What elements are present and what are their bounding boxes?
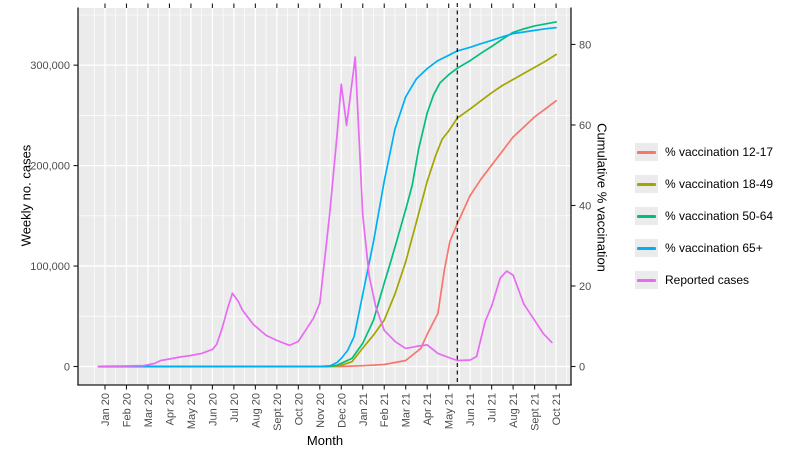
x-tick-label: Jun 20 <box>207 393 219 426</box>
series-line-5 <box>97 56 553 368</box>
legend-label: % vaccination 50-64 <box>665 209 774 223</box>
series-line-1 <box>97 99 557 368</box>
legend-label: Reported cases <box>665 273 750 287</box>
y-tick-label-right: 60 <box>579 120 591 132</box>
x-axis-title: Month <box>306 433 344 448</box>
x-tick-label: May 20 <box>186 393 198 429</box>
x-tick-label: Nov 20 <box>315 393 327 428</box>
legend-item-1: % vaccination 12-17 <box>635 136 773 168</box>
legend-key-line <box>637 278 656 282</box>
x-tick-label: Jun 21 <box>465 393 477 426</box>
right-axis-title: Cumulative % vaccination <box>594 123 610 272</box>
legend-key-swatch <box>635 175 658 193</box>
legend-key-line <box>637 182 656 186</box>
x-tick-label: Sept 20 <box>272 393 284 431</box>
y-tick-label-right: 20 <box>579 281 591 293</box>
y-tick-label-right: 40 <box>579 200 591 212</box>
legend-key-line <box>637 246 656 250</box>
legend-label: % vaccination 18-49 <box>665 177 774 191</box>
y-tick-label-left: 200,000 <box>30 161 70 173</box>
legend: % vaccination 12-17 % vaccination 18-49 % … <box>635 136 773 296</box>
x-tick-label: Jan 21 <box>358 393 370 426</box>
legend-key-swatch <box>635 143 658 161</box>
x-tick-label: Oct 20 <box>293 393 305 425</box>
x-tick-label: Aug 20 <box>250 393 262 428</box>
y-tick-label-right: 80 <box>579 39 591 51</box>
legend-item-2: % vaccination 18-49 <box>635 168 773 200</box>
legend-key-swatch <box>635 239 658 257</box>
series-line-4 <box>97 26 557 368</box>
legend-item-3: % vaccination 50-64 <box>635 200 773 232</box>
x-tick-label: Feb 20 <box>121 393 133 427</box>
x-tick-label: Mar 21 <box>401 393 413 427</box>
y-tick-label-left: 300,000 <box>30 60 70 72</box>
legend-key-swatch <box>635 271 658 289</box>
x-tick-label: Jul 21 <box>487 393 499 422</box>
legend-key-line <box>637 214 656 218</box>
left-axis-title: Weekly no. cases <box>18 144 34 247</box>
x-tick-label: Sept 21 <box>530 393 542 431</box>
y-tick-label-left: 0 <box>64 362 70 374</box>
legend-item-5: Reported cases <box>635 264 773 296</box>
series-line-2 <box>97 53 557 368</box>
plot-panel <box>78 8 571 385</box>
x-tick-label: Jul 20 <box>229 393 241 422</box>
legend-label: % vaccination 12-17 <box>665 145 774 159</box>
x-tick-label: Aug 21 <box>508 393 520 428</box>
x-tick-label: May 21 <box>444 393 456 429</box>
x-tick-label: Dec 20 <box>336 393 348 428</box>
x-tick-label: Apr 20 <box>164 393 176 425</box>
legend-item-4: % vaccination 65+ <box>635 232 773 264</box>
legend-label: % vaccination 65+ <box>665 241 763 255</box>
x-tick-label: Mar 20 <box>143 393 155 427</box>
legend-key-swatch <box>635 207 658 225</box>
x-tick-label: Oct 21 <box>551 393 563 425</box>
legend-key-line <box>637 150 656 154</box>
x-tick-label: Feb 21 <box>379 393 391 427</box>
x-tick-label: Jan 20 <box>100 393 112 426</box>
x-tick-label: Apr 21 <box>422 393 434 425</box>
y-tick-label-left: 100,000 <box>30 261 70 273</box>
y-tick-label-right: 0 <box>579 362 585 374</box>
